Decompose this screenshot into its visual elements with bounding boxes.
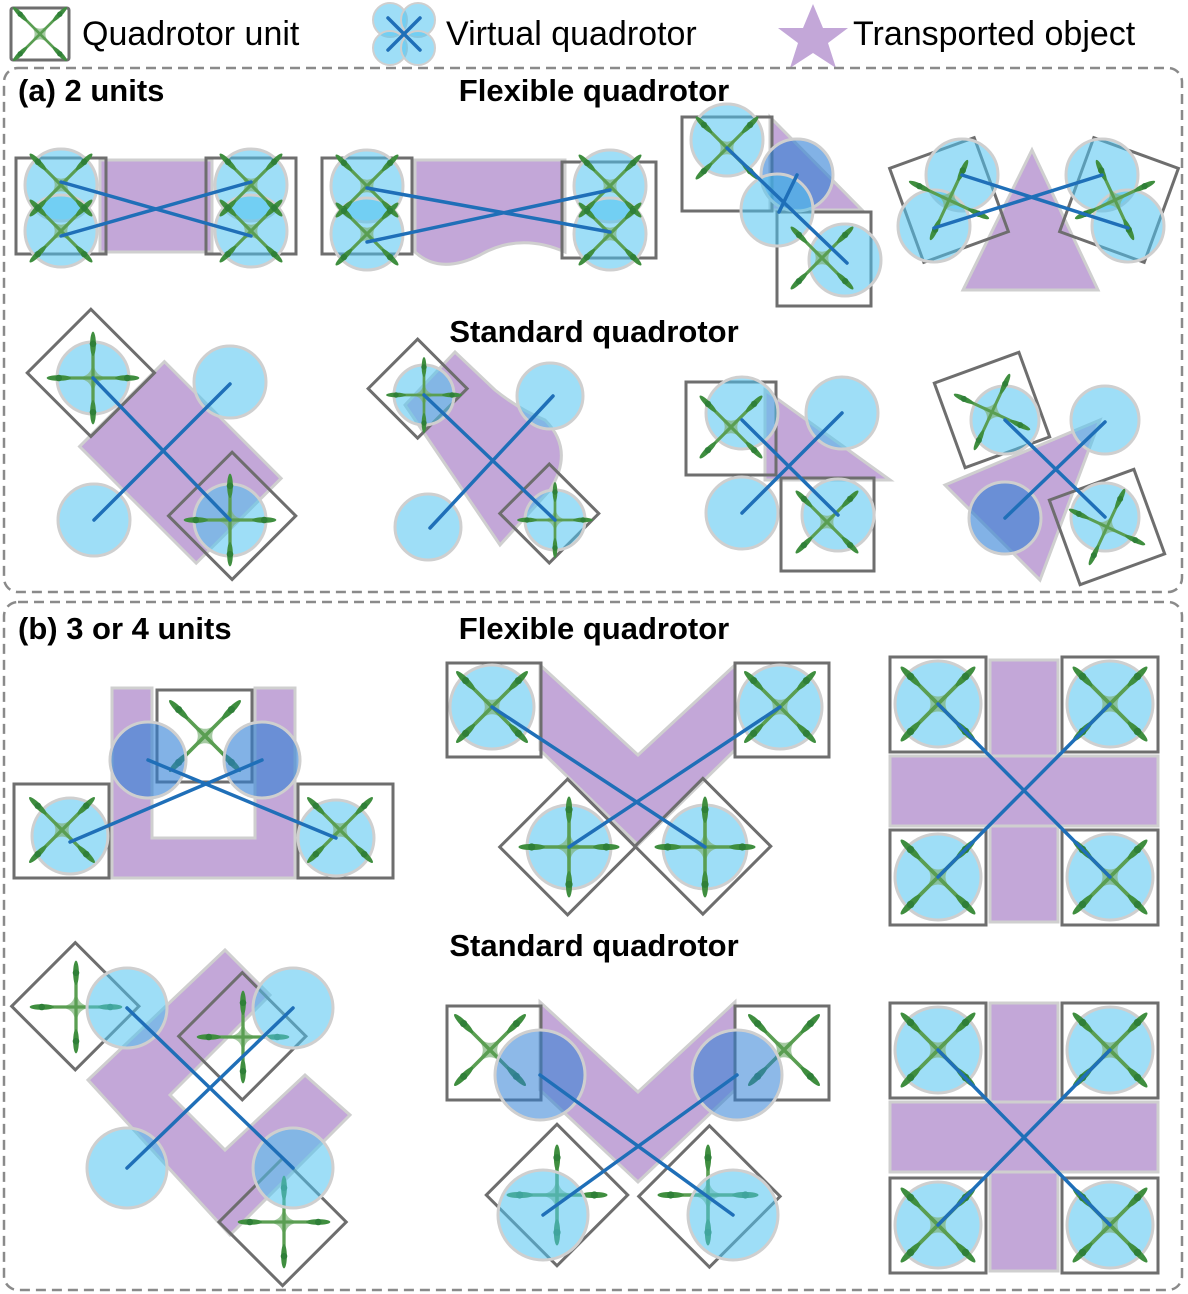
legend-virtual-quadrotor-label: Virtual quadrotor [446,15,697,53]
panel-a: (a) 2 units Flexible quadrotor Standard … [2,66,1184,594]
legend-quadrotor-unit-label: Quadrotor unit [82,15,300,53]
a-std-triangle-rotated-config [932,350,1167,587]
star-icon [778,4,848,68]
legend: Quadrotor unit Virtual quadrotor Transpo… [9,2,1136,68]
a-std-rect-config [25,307,298,582]
a-flex-triangle-config [680,102,883,308]
panel-b: (b) 3 or 4 units Flexible quadrotor Stan… [2,600,1184,1292]
a-flex-curve-config [320,148,658,272]
b-std-frame-config [9,940,353,1288]
panel-b-title: (b) 3 or 4 units [18,611,232,646]
quadrotor-unit-icon [9,4,71,64]
panel-a-title: (a) 2 units [18,73,164,108]
panel-a-frame [2,66,1184,594]
a-flex-rect-config [14,147,298,269]
a-std-curve-config [366,337,601,566]
legend-transported-object-label: Transported object [853,15,1136,53]
panel-a-standard-title: Standard quadrotor [449,314,738,349]
virtual-quadrotor-icon [372,2,436,66]
a-flex-triangle-rotated-config [887,135,1181,292]
a-std-triangle-config [684,375,895,573]
b-flex-cross-config [888,655,1160,927]
b-flex-v-config [445,661,831,918]
b-std-v-config [445,998,831,1270]
panel-b-standard-title: Standard quadrotor [449,928,738,963]
b-flex-u-config [12,686,395,880]
b-std-cross-config [888,1001,1160,1275]
panel-b-flexible-title: Flexible quadrotor [459,611,729,646]
panel-a-flexible-title: Flexible quadrotor [459,73,729,108]
